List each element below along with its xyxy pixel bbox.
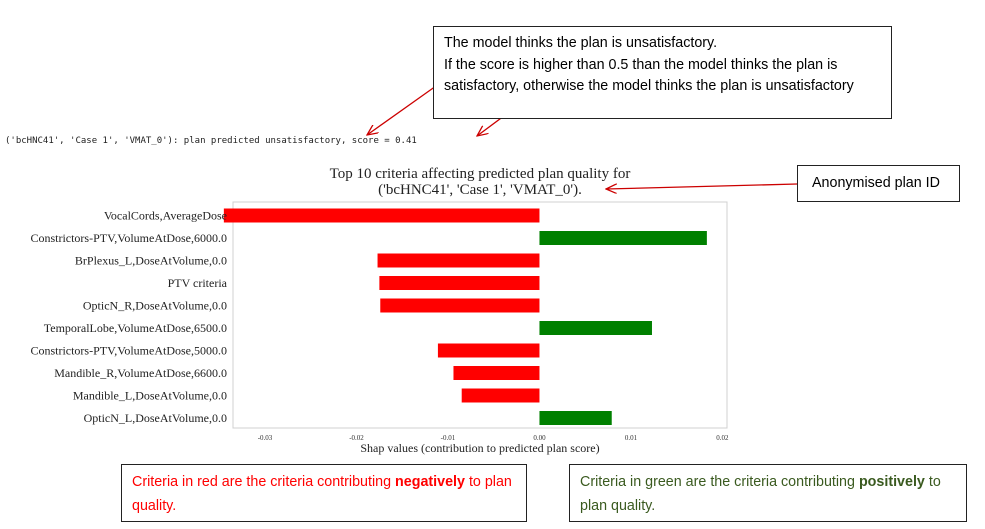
positive-criteria-note: Criteria in green are the criteria contr…: [569, 464, 967, 522]
bar-9: [461, 388, 540, 403]
y-label-2: Constrictors-PTV,VolumeAtDose,6000.0: [30, 231, 227, 245]
negative-criteria-note: Criteria in red are the criteria contrib…: [121, 464, 527, 522]
anonymised-id-note: Anonymised plan ID: [797, 165, 960, 202]
note-line-2: If the score is higher than 0.5 than the…: [444, 56, 838, 73]
bar-8: [453, 366, 540, 380]
x-axis-ticks: -0.03 -0.02 -0.01 0.00 0.01 0.02: [258, 434, 729, 442]
bars-group: [223, 208, 707, 425]
console-output: ('bcHNC41', 'Case 1', 'VMAT_0'): plan pr…: [5, 136, 417, 146]
y-label-7: Constrictors-PTV,VolumeAtDose,5000.0: [30, 344, 227, 358]
chart-title-line2: ('bcHNC41', 'Case 1', 'VMAT_0').: [378, 182, 582, 198]
plan-id-arrow: [606, 183, 798, 189]
y-axis-labels: VocalCords,AverageDose Constrictors-PTV,V…: [30, 209, 227, 426]
y-label-1: VocalCords,AverageDose: [104, 209, 227, 223]
bar-7: [437, 343, 540, 358]
note-arrow-1: [367, 85, 437, 135]
bar-2: [539, 231, 707, 245]
x-axis-label: Shap values (contribution to predicted p…: [360, 441, 599, 455]
y-label-8: Mandible_R,VolumeAtDose,6600.0: [54, 366, 227, 380]
x-tick-2: -0.02: [349, 434, 364, 442]
bar-10: [539, 411, 612, 425]
x-tick-3: -0.01: [441, 434, 456, 442]
y-label-3: BrPlexus_L,DoseAtVolume,0.0: [75, 254, 227, 268]
x-tick-6: 0.02: [716, 434, 729, 442]
y-label-9: Mandible_L,DoseAtVolume,0.0: [73, 389, 227, 403]
bar-1: [223, 208, 540, 223]
note-line-3: satisfactory, otherwise the model thinks…: [444, 78, 854, 94]
x-tick-5: 0.01: [625, 434, 638, 442]
y-label-4: PTV criteria: [168, 276, 228, 290]
chart-title-line1: Top 10 criteria affecting predicted plan…: [330, 166, 631, 182]
bar-3: [377, 253, 540, 268]
negative-note-suffix: to plan quality.: [132, 474, 512, 514]
anonymised-id-label: Anonymised plan ID: [812, 175, 940, 191]
y-label-6: TemporalLobe,VolumeAtDose,6500.0: [44, 321, 227, 335]
negative-note-prefix: Criteria in red are the criteria contrib…: [132, 474, 396, 490]
note-line-1: The model thinks the plan is unsatisfact…: [444, 35, 718, 51]
y-label-10: OpticN_L,DoseAtVolume,0.0: [84, 411, 227, 425]
positive-note-emphasis: positively: [858, 474, 925, 490]
bar-5: [380, 298, 540, 313]
x-tick-4: 0.00: [533, 434, 546, 442]
plot-area-frame: [232, 201, 728, 429]
positive-note-suffix: to plan quality.: [580, 474, 941, 514]
positive-note-prefix: Criteria in green are the criteria contr…: [580, 474, 859, 490]
bar-4: [379, 276, 540, 290]
y-label-5: OpticN_R,DoseAtVolume,0.0: [83, 299, 227, 313]
x-tick-1: -0.03: [258, 434, 273, 442]
negative-note-emphasis: negatively: [395, 474, 465, 490]
bar-6: [539, 321, 652, 335]
score-explanation-note: The model thinks the plan is unsatisfact…: [433, 26, 892, 119]
